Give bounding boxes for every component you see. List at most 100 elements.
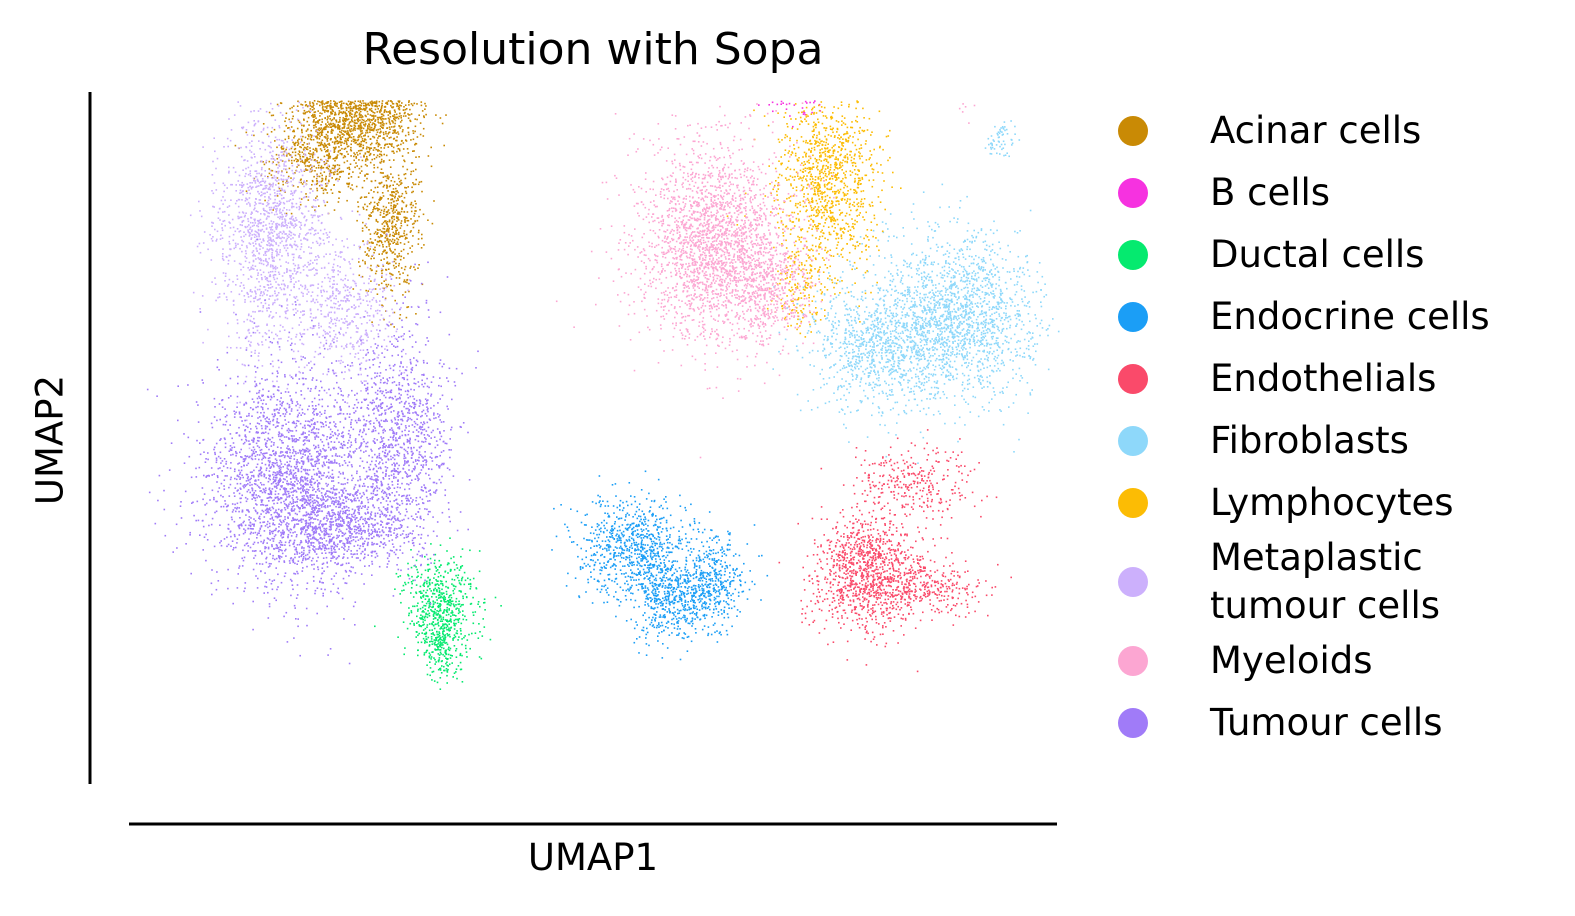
point-endocrine-cells-1054: [662, 616, 664, 618]
point-acinar-cells-1041: [402, 248, 405, 251]
point-acinar-cells-1477: [399, 183, 402, 186]
point-endocrine-cells-1156: [684, 608, 687, 610]
point-endocrine-cells-565: [625, 500, 628, 503]
point-acinar-cells-203: [354, 125, 357, 127]
point-endothelials-203: [821, 589, 823, 591]
point-ductal-cells-616: [437, 621, 440, 624]
point-ductal-cells-175: [435, 567, 437, 569]
point-b-cells-20: [802, 113, 805, 115]
point-ductal-cells-58: [436, 599, 438, 601]
point-endocrine-cells-936: [666, 647, 669, 649]
point-endocrine-cells-655: [629, 546, 631, 549]
point-endothelials-319: [817, 601, 820, 604]
point-endocrine-cells-1600: [728, 548, 731, 551]
point-acinar-cells-580: [292, 141, 294, 144]
point-endothelials-515: [836, 611, 839, 613]
point-endocrine-cells-1185: [663, 629, 665, 632]
point-endocrine-cells-1002: [657, 598, 660, 600]
point-endothelials-460: [925, 517, 928, 519]
point-endothelials-199: [846, 526, 848, 529]
point-acinar-cells-586: [353, 119, 356, 122]
point-endocrine-cells-362: [598, 501, 600, 504]
point-endocrine-cells-1444: [701, 583, 703, 586]
point-acinar-cells-900: [339, 116, 341, 119]
point-acinar-cells-1516: [394, 299, 396, 302]
point-endocrine-cells-144: [693, 518, 696, 520]
point-endocrine-cells-1262: [661, 585, 664, 587]
point-acinar-cells-1173: [392, 242, 394, 244]
point-endocrine-cells-550: [622, 552, 625, 555]
point-acinar-cells-108: [355, 156, 357, 158]
point-endocrine-cells-188: [660, 517, 662, 520]
point-endocrine-cells-1523: [739, 580, 742, 582]
point-acinar-cells-1904: [307, 138, 309, 140]
point-acinar-cells-1929: [309, 164, 312, 166]
point-acinar-cells-1317: [381, 197, 383, 199]
point-ductal-cells-584: [438, 584, 440, 586]
point-acinar-cells-1729: [316, 195, 318, 198]
point-endocrine-cells-112: [643, 547, 646, 550]
point-endocrine-cells-1410: [724, 567, 726, 570]
point-endocrine-cells-659: [619, 601, 622, 603]
point-acinar-cells-1168: [382, 221, 385, 224]
point-acinar-cells-844: [351, 109, 353, 112]
point-endothelials-70: [897, 576, 899, 578]
point-endothelials-83: [844, 551, 846, 554]
point-acinar-cells-511: [359, 123, 362, 125]
point-endocrine-cells-450: [601, 567, 603, 569]
point-acinar-cells-1822: [327, 126, 329, 128]
point-endocrine-cells-488: [619, 529, 621, 532]
point-endocrine-cells-228: [618, 539, 620, 541]
point-endothelials-60: [801, 621, 803, 624]
point-acinar-cells-1641: [332, 158, 335, 160]
point-endocrine-cells-1483: [719, 577, 722, 579]
point-ductal-cells-350: [426, 624, 429, 626]
point-acinar-cells-885: [321, 143, 324, 146]
point-b-cells-23: [814, 100, 816, 102]
point-endothelials-335: [918, 563, 920, 565]
point-endocrine-cells-1128: [701, 587, 703, 590]
point-ductal-cells-379: [447, 648, 450, 650]
point-endothelials-93: [860, 567, 862, 570]
point-endocrine-cells-1121: [661, 570, 664, 572]
point-endocrine-cells-264: [633, 539, 635, 542]
point-endocrine-cells-1330: [692, 594, 694, 597]
point-acinar-cells-325: [341, 100, 343, 103]
point-acinar-cells-598: [351, 133, 353, 135]
point-endocrine-cells-1326: [761, 554, 763, 557]
point-acinar-cells-905: [308, 110, 310, 113]
point-endocrine-cells-1142: [659, 614, 662, 616]
point-endocrine-cells-1149: [625, 620, 628, 622]
point-acinar-cells-771: [403, 106, 405, 108]
point-endocrine-cells-165: [594, 529, 597, 531]
point-acinar-cells-718: [356, 143, 359, 146]
point-endocrine-cells-1478: [717, 590, 720, 593]
point-acinar-cells-1617: [361, 149, 363, 152]
point-endocrine-cells-1374: [720, 560, 722, 562]
point-endocrine-cells-1476: [692, 604, 695, 606]
point-acinar-cells-1370: [377, 208, 379, 210]
point-endocrine-cells-1298: [683, 593, 685, 595]
point-endocrine-cells-45: [616, 598, 618, 601]
point-acinar-cells-1592: [333, 149, 336, 151]
point-b-cells-3: [806, 102, 808, 104]
point-endothelials-78: [889, 549, 892, 552]
point-acinar-cells-2009: [303, 146, 306, 149]
point-acinar-cells-740: [368, 149, 371, 151]
point-endocrine-cells-268: [669, 534, 671, 536]
point-endocrine-cells-1197: [691, 598, 693, 600]
point-acinar-cells-816: [262, 123, 265, 125]
point-acinar-cells-2048: [315, 183, 318, 186]
point-endothelials-32: [881, 560, 884, 562]
point-endocrine-cells-622: [631, 527, 634, 530]
point-endocrine-cells-1471: [721, 546, 723, 548]
point-endocrine-cells-167: [627, 527, 630, 529]
point-acinar-cells-1400: [418, 181, 421, 183]
point-endothelials-233: [866, 578, 868, 580]
point-acinar-cells-871: [344, 117, 347, 120]
point-ductal-cells-534: [453, 624, 456, 627]
point-acinar-cells-1426: [361, 227, 364, 230]
point-ductal-cells-370: [448, 633, 451, 636]
point-acinar-cells-1152: [403, 173, 405, 176]
point-acinar-cells-1952: [292, 130, 294, 133]
